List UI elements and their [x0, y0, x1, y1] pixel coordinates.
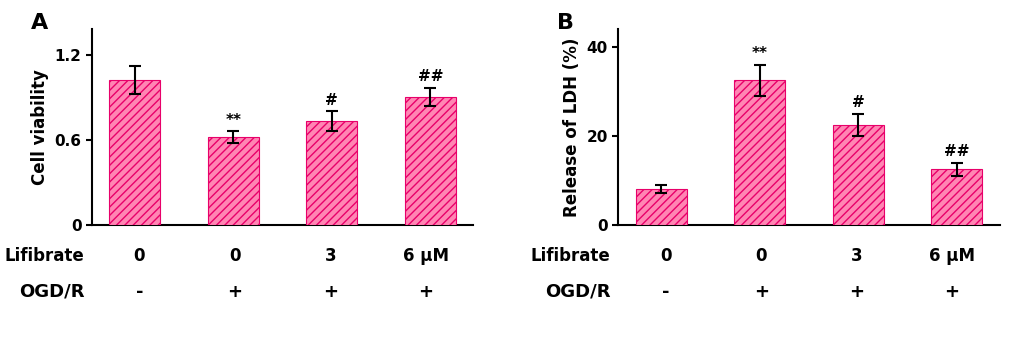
Text: OGD/R: OGD/R: [544, 283, 610, 301]
Bar: [635, 189, 686, 225]
Text: OGD/R: OGD/R: [18, 283, 85, 301]
Text: 3: 3: [850, 248, 861, 265]
Text: +: +: [944, 283, 959, 301]
Bar: [306, 121, 357, 225]
Y-axis label: Release of LDH (%): Release of LDH (%): [562, 37, 580, 217]
Text: -: -: [136, 283, 143, 301]
Text: B: B: [556, 13, 574, 33]
Text: ##: ##: [943, 144, 968, 159]
Bar: [109, 80, 160, 225]
Text: +: +: [418, 283, 433, 301]
Text: Lifibrate: Lifibrate: [530, 248, 610, 265]
Text: 3: 3: [324, 248, 335, 265]
Text: +: +: [753, 283, 768, 301]
Text: 6 μM: 6 μM: [403, 248, 448, 265]
Text: 0: 0: [659, 248, 671, 265]
Bar: [734, 80, 785, 225]
Text: ##: ##: [417, 69, 442, 85]
Text: #: #: [325, 93, 338, 108]
Text: #: #: [851, 95, 864, 110]
Text: +: +: [848, 283, 863, 301]
Y-axis label: Cell viability: Cell viability: [31, 69, 49, 185]
Text: 6 μM: 6 μM: [928, 248, 974, 265]
Bar: [208, 137, 259, 225]
Text: -: -: [661, 283, 668, 301]
Bar: [832, 125, 882, 225]
Text: 0: 0: [229, 248, 240, 265]
Bar: [405, 97, 455, 225]
Text: **: **: [751, 46, 767, 61]
Text: 0: 0: [133, 248, 145, 265]
Text: **: **: [225, 113, 242, 128]
Text: +: +: [227, 283, 243, 301]
Text: +: +: [322, 283, 337, 301]
Text: 0: 0: [755, 248, 766, 265]
Text: A: A: [31, 13, 48, 33]
Bar: [930, 170, 981, 225]
Text: Lifibrate: Lifibrate: [4, 248, 85, 265]
